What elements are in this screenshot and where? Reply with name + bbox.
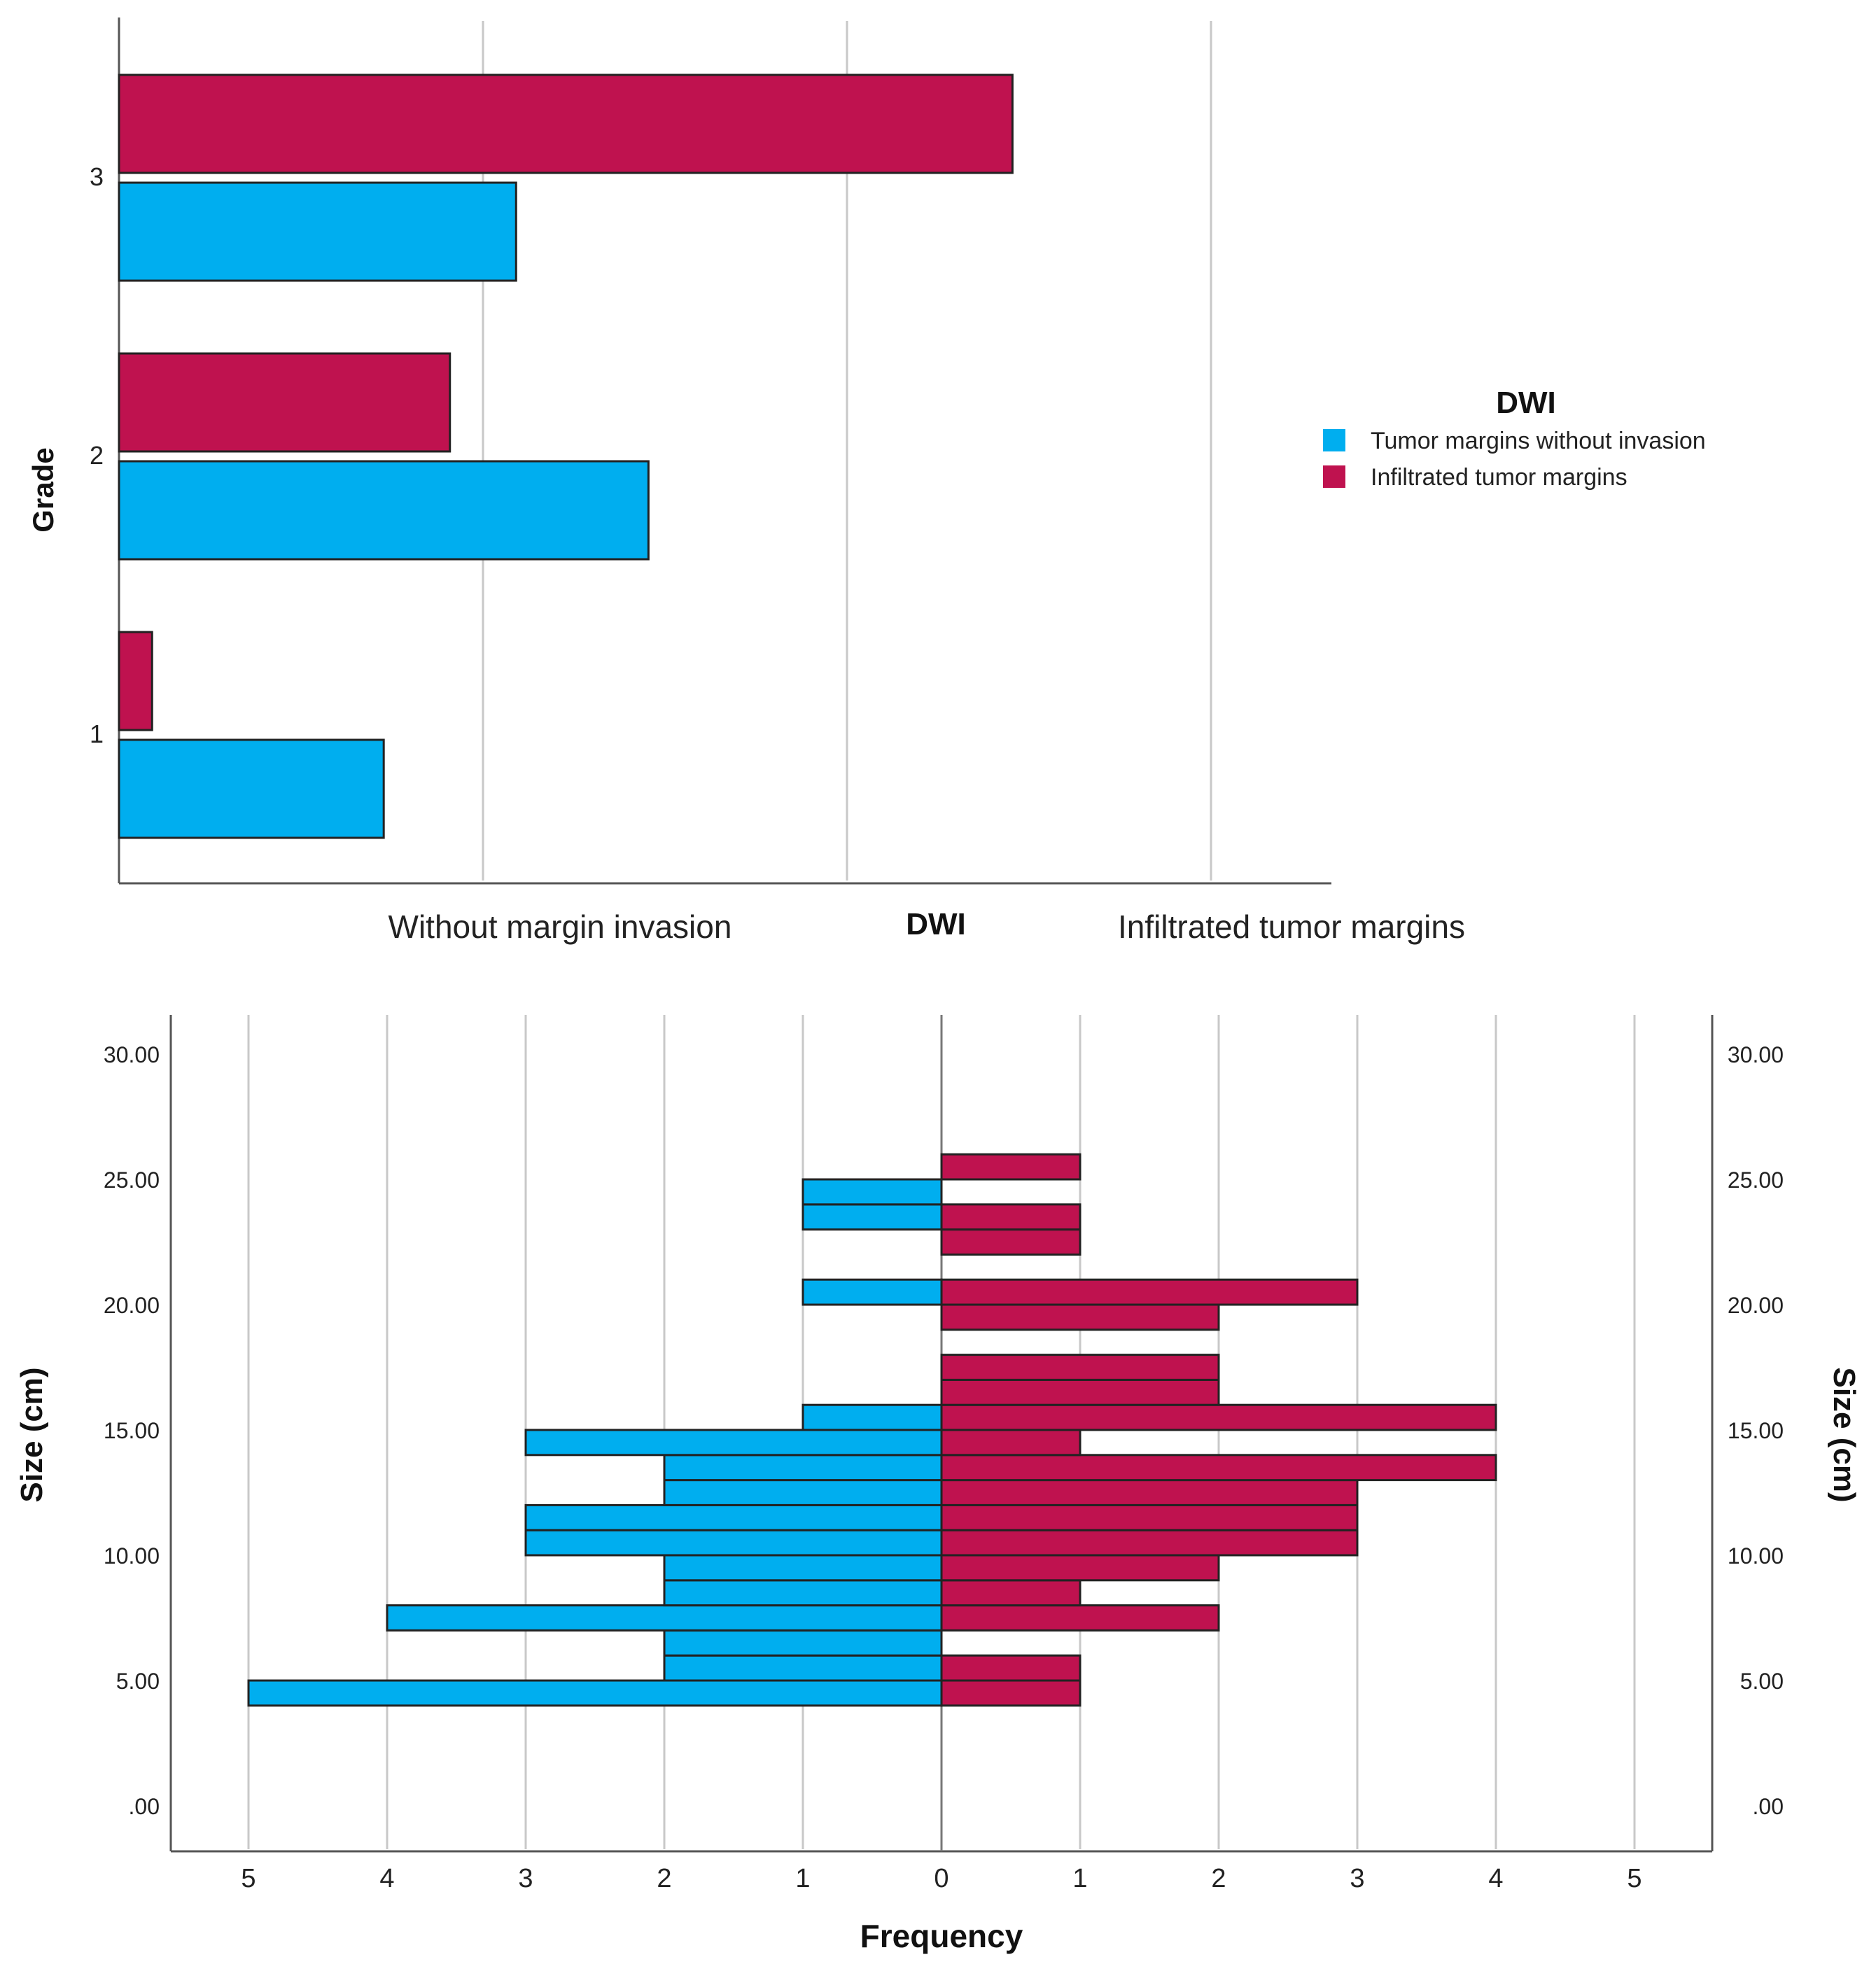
- pyramid-bar-infiltrated: [940, 1454, 1497, 1482]
- bottom-x-tick-labels: 5 4 3 2 1 0 1 2 3 4 5: [241, 1864, 1642, 1893]
- pyramid-bar-without-invasion: [524, 1429, 943, 1457]
- pyramid-bar-infiltrated: [940, 1529, 1359, 1557]
- pyramid-bar-infiltrated: [940, 1479, 1359, 1506]
- bottom-x-tick-label: 5: [241, 1864, 255, 1893]
- bottom-right-y-tick-label: 20.00: [1728, 1293, 1784, 1318]
- legend-title: DWI: [1496, 386, 1556, 420]
- bottom-x-tick-label: 4: [379, 1864, 394, 1893]
- legend-label-infiltrated: Infiltrated tumor margins: [1371, 464, 1628, 491]
- bottom-right-y-tick-label: 5.00: [1740, 1669, 1784, 1694]
- pyramid-bar-infiltrated: [940, 1503, 1359, 1531]
- top-y-tick-label: 1: [90, 720, 104, 748]
- pyramid-bar-infiltrated: [940, 1654, 1082, 1682]
- pyramid-bar-without-invasion: [802, 1403, 943, 1431]
- grade-bar-chart: 1 2 3 Grade Without margin invasion DWI In…: [27, 17, 1706, 945]
- bottom-y-tick-labels: .00 .00 5.00 5.00 10.00 10.00 15.00 15.00 20.00 2…: [104, 1042, 1784, 1819]
- pyramid-bar-infiltrated: [940, 1403, 1497, 1431]
- pyramid-bar-infiltrated: [940, 1579, 1082, 1607]
- pyramid-bar-without-invasion: [663, 1554, 943, 1582]
- top-x-category-without: Without margin invasion: [388, 909, 732, 945]
- pyramid-bar-infiltrated: [940, 1278, 1359, 1306]
- pyramid-bar-without-invasion: [663, 1454, 943, 1482]
- bottom-x-tick-label: 1: [795, 1864, 810, 1893]
- bottom-left-y-tick-label: 30.00: [104, 1042, 160, 1067]
- pyramid-bar-without-invasion: [247, 1679, 943, 1707]
- top-y-tick-labels: 1 2 3: [90, 162, 104, 748]
- legend-label-without-invasion: Tumor margins without invasion: [1371, 428, 1706, 454]
- bottom-right-y-tick-label: 25.00: [1728, 1167, 1784, 1193]
- bottom-left-y-tick-label: 10.00: [104, 1543, 160, 1569]
- bottom-right-y-axis-title: Size (cm): [1827, 1367, 1861, 1502]
- bottom-x-tick-label: 3: [1350, 1864, 1364, 1893]
- top-bar-without-invasion: [118, 460, 650, 561]
- top-x-category-infiltrated: Infiltrated tumor margins: [1118, 909, 1465, 945]
- pyramid-bar-infiltrated: [940, 1228, 1082, 1256]
- pyramid-bar-without-invasion: [663, 1654, 943, 1682]
- top-bar-without-invasion: [118, 738, 385, 839]
- bottom-right-y-tick-label: 15.00: [1728, 1418, 1784, 1443]
- bottom-x-tick-label: 5: [1627, 1864, 1642, 1893]
- legend: DWI Tumor margins without invasion Infil…: [1323, 386, 1706, 491]
- bottom-left-y-tick-label: .00: [129, 1794, 160, 1819]
- pyramid-bar-infiltrated: [940, 1203, 1082, 1231]
- pyramid-bar-without-invasion: [663, 1579, 943, 1607]
- pyramid-bar-infiltrated: [940, 1378, 1220, 1406]
- pyramid-bar-without-invasion: [386, 1604, 943, 1632]
- top-y-tick-label: 3: [90, 162, 104, 191]
- bottom-left-y-axis-title: Size (cm): [15, 1367, 49, 1502]
- top-bar-infiltrated: [118, 631, 153, 731]
- legend-swatch-infiltrated: [1323, 465, 1345, 488]
- pyramid-bar-infiltrated: [940, 1679, 1082, 1707]
- bottom-left-y-tick-label: 15.00: [104, 1418, 160, 1443]
- pyramid-bar-infiltrated: [940, 1429, 1082, 1457]
- bottom-x-axis-title: Frequency: [860, 1918, 1023, 1954]
- bottom-right-y-tick-label: 10.00: [1728, 1543, 1784, 1569]
- bottom-x-tick-label: 2: [657, 1864, 671, 1893]
- pyramid-bar-without-invasion: [663, 1629, 943, 1657]
- bottom-left-y-tick-label: 20.00: [104, 1293, 160, 1318]
- pyramid-bar-without-invasion: [802, 1278, 943, 1306]
- pyramid-bar-infiltrated: [940, 1604, 1220, 1632]
- bottom-x-tick-label: 0: [934, 1864, 948, 1893]
- bottom-right-y-tick-label: .00: [1753, 1794, 1784, 1819]
- pyramid-bar-infiltrated: [940, 1303, 1220, 1331]
- pyramid-bar-without-invasion: [524, 1529, 943, 1557]
- pyramid-bar-infiltrated: [940, 1354, 1220, 1381]
- pyramid-bar-without-invasion: [524, 1503, 943, 1531]
- pyramid-bar-infiltrated: [940, 1554, 1220, 1582]
- top-y-tick-label: 2: [90, 441, 104, 470]
- bottom-left-y-tick-label: 25.00: [104, 1167, 160, 1193]
- bottom-x-tick-label: 2: [1211, 1864, 1226, 1893]
- bottom-x-tick-label: 4: [1488, 1864, 1503, 1893]
- pyramid-bar-without-invasion: [802, 1203, 943, 1231]
- pyramid-bar-without-invasion: [802, 1178, 943, 1206]
- top-bar-infiltrated: [118, 352, 451, 453]
- legend-swatch-without-invasion: [1323, 429, 1345, 451]
- top-bars: [118, 73, 1014, 839]
- top-bar-without-invasion: [118, 181, 517, 282]
- bottom-left-y-tick-label: 5.00: [116, 1669, 160, 1694]
- bottom-bars: [247, 1153, 1497, 1707]
- bottom-x-tick-label: 3: [518, 1864, 533, 1893]
- top-x-axis-title: DWI: [906, 907, 966, 941]
- top-y-axis-title: Grade: [27, 447, 59, 532]
- size-frequency-pyramid: .00 .00 5.00 5.00 10.00 10.00 15.00 15.00 20.00 2…: [15, 1015, 1861, 1954]
- top-bar-infiltrated: [118, 73, 1014, 174]
- pyramid-bar-without-invasion: [663, 1479, 943, 1506]
- pyramid-bar-infiltrated: [940, 1153, 1082, 1181]
- bottom-right-y-tick-label: 30.00: [1728, 1042, 1784, 1067]
- bottom-x-tick-label: 1: [1072, 1864, 1087, 1893]
